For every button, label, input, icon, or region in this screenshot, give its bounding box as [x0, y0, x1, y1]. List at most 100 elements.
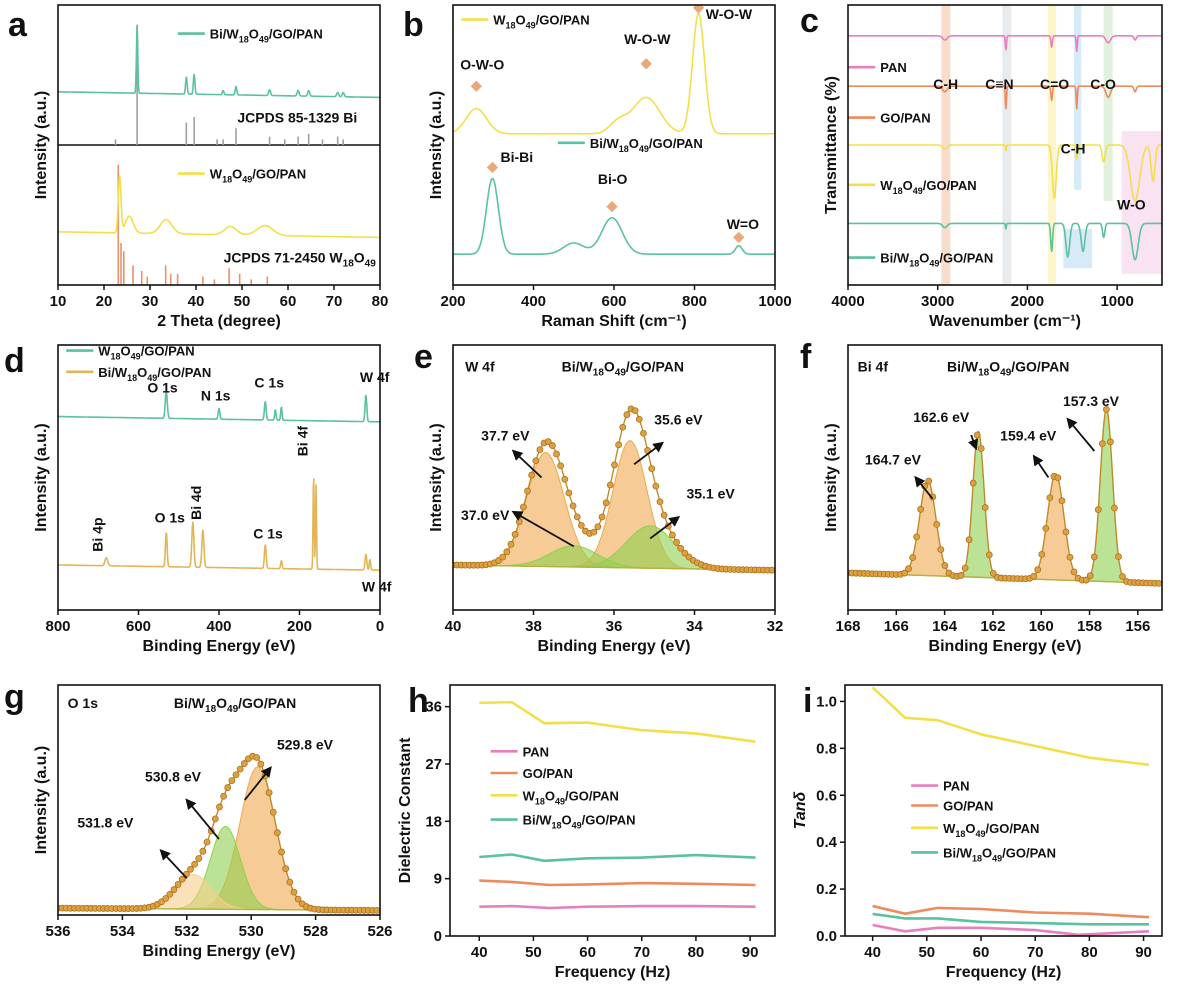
x-tick-label: 600: [601, 293, 626, 310]
x-tick-label: 530: [239, 923, 264, 940]
data-point: [290, 888, 298, 896]
x-axis-label: Raman Shift (cm⁻¹): [541, 313, 686, 330]
annotation: Bi 4f: [295, 426, 311, 457]
legend-label: Bi/W18O49/GO/PAN: [943, 845, 1056, 863]
annotation: W-O-W: [706, 6, 753, 22]
annotation: N 1s: [201, 388, 231, 404]
x-tick-label: 168: [835, 618, 860, 635]
arrow: [511, 510, 575, 548]
series-line: [872, 923, 1150, 936]
data-point: [660, 511, 668, 519]
legend-label: GO/PAN: [880, 111, 930, 126]
data-point: [174, 881, 182, 888]
legend-label: PAN: [523, 744, 549, 759]
annotation: 531.8 eV: [77, 815, 134, 831]
data-point: [905, 565, 912, 573]
y-tick-label: 0.8: [816, 740, 837, 757]
legend-label: W18O49/GO/PAN: [493, 13, 589, 31]
x-tick-label: 532: [174, 923, 199, 940]
x-tick-label: 1000: [1100, 293, 1133, 310]
data-point: [1094, 506, 1102, 513]
data-point: [565, 489, 573, 497]
data-point: [619, 423, 627, 431]
series-line: [58, 391, 380, 423]
data-point: [519, 503, 527, 511]
data-point: [594, 523, 602, 531]
y-tick-label: 36: [425, 699, 442, 716]
data-point: [166, 890, 174, 898]
data-point: [631, 407, 639, 415]
series-line: [848, 222, 1162, 261]
annotation: W 4f: [362, 578, 392, 594]
data-point: [933, 520, 941, 528]
annotation: Bi-O: [598, 171, 628, 187]
x-tick-label: 3000: [921, 293, 954, 310]
data-point: [941, 562, 949, 569]
legend-label: GO/PAN: [523, 766, 573, 781]
y-tick-label: 0.2: [816, 881, 837, 898]
legend-label: PAN: [880, 60, 906, 75]
annotation: Bi-Bi: [500, 149, 533, 165]
y-tick-label: 0: [434, 928, 442, 945]
series-line: [58, 25, 380, 99]
data-point: [1119, 573, 1126, 580]
legend-label: W18O49/GO/PAN: [880, 178, 976, 196]
x-tick-label: 50: [525, 944, 542, 961]
x-axis-label: Binding Energy (eV): [538, 638, 691, 655]
arrow: [649, 515, 681, 540]
x-tick-label: 526: [367, 923, 392, 940]
data-point: [507, 540, 515, 548]
legend-label: Bi/W18O49/GO/PAN: [98, 365, 211, 383]
axes-frame: [847, 4, 1163, 286]
data-point: [673, 538, 680, 546]
axes-frame: [57, 684, 381, 916]
data-point: [536, 446, 544, 454]
legend-label: W18O49/GO/PAN: [210, 167, 306, 185]
x-tick-label: 400: [206, 618, 231, 635]
data-point: [220, 792, 228, 800]
data-point: [1034, 566, 1042, 574]
x-tick-label: 164: [932, 618, 958, 635]
data-point: [985, 551, 993, 559]
x-axis-label: Frequency (Hz): [946, 964, 1062, 981]
annotation: 159.4 eV: [1000, 427, 1057, 443]
plot-area: [453, 5, 775, 255]
data-point: [162, 895, 170, 902]
data-point: [577, 521, 585, 529]
annotation: 35.1 eV: [686, 486, 735, 502]
annotation: Bi/W18O49/GO/PAN: [174, 695, 296, 715]
series-line: [872, 904, 1150, 919]
y-tick-label: 0.0: [816, 928, 837, 945]
data-point: [623, 411, 631, 419]
peak-marker: [733, 231, 745, 244]
x-tick-label: 534: [110, 923, 136, 940]
data-point: [652, 482, 660, 490]
data-point: [1086, 572, 1094, 580]
data-point: [677, 544, 685, 552]
data-point: [1102, 405, 1110, 413]
y-tick-label: 0.4: [816, 834, 838, 851]
x-tick-label: 30: [142, 293, 159, 310]
series-line: [872, 912, 1149, 926]
data-point: [557, 462, 565, 470]
annotation: Bi 4p: [89, 517, 105, 551]
legend-label: GO/PAN: [943, 799, 993, 814]
data-point: [170, 886, 178, 893]
data-point: [909, 554, 916, 561]
x-tick-label: 38: [525, 618, 542, 635]
series-line: [848, 34, 1162, 53]
data-point: [499, 553, 507, 561]
data-point: [511, 530, 519, 538]
data-point: [373, 906, 380, 914]
panel-f: Bi 4f Bi/W18O49/GO/PAN 164.7 eV 162.6 eV 159…: [800, 338, 1163, 655]
x-tick-label: 32: [767, 618, 784, 635]
x-tick-label: 80: [372, 293, 389, 310]
annotation: 157.3 eV: [1063, 393, 1120, 409]
data-point: [528, 471, 536, 479]
x-tick-label: 34: [686, 618, 703, 635]
arrow: [185, 798, 220, 840]
annotation: Bi/W18O49/GO/PAN: [947, 359, 1069, 379]
data-point: [973, 431, 981, 439]
data-point: [969, 479, 977, 487]
